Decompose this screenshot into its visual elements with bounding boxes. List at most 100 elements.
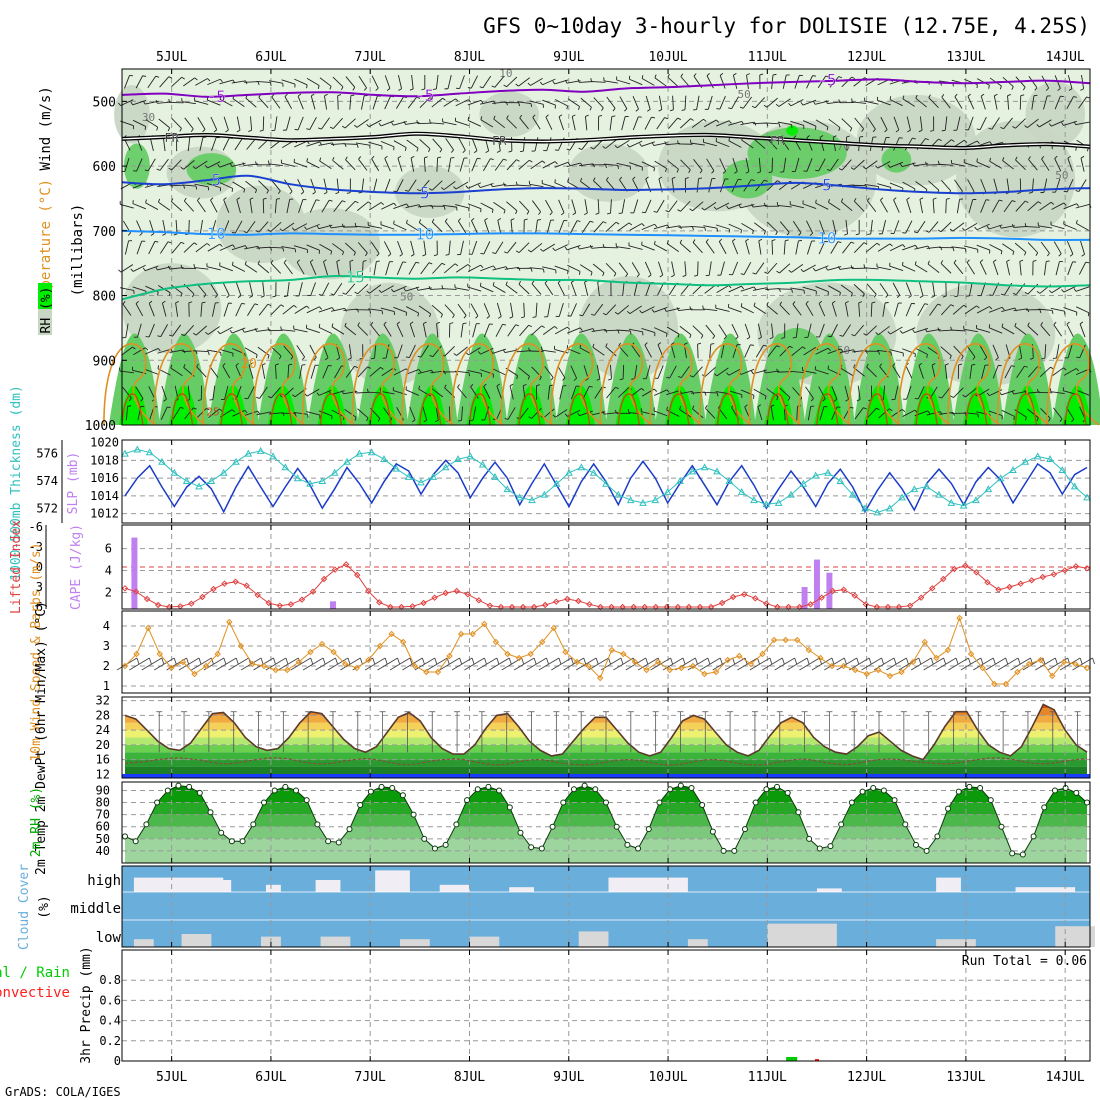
wind-barb: [1027, 242, 1039, 254]
wind-barb: [1038, 308, 1053, 311]
wind-barb: [245, 97, 257, 108]
x-axis-bottom-labels: 5JUL 6JUL 7JUL 8JUL 9JUL 10JUL 11JUL 12JUL 13JUL…: [156, 1070, 1085, 1085]
wind-barb: [347, 357, 352, 360]
y-tick-label: 0.2: [99, 1034, 121, 1048]
wind-barb: [309, 261, 317, 275]
wind-barb: [343, 143, 358, 145]
y-tick-label: 700: [93, 225, 116, 240]
data-point: [282, 783, 289, 790]
wind-barb: [304, 226, 307, 230]
wind-barb: [691, 226, 694, 231]
wind-barb: [506, 76, 518, 88]
y-tick-label: 1016: [90, 471, 119, 485]
data-point: [154, 601, 162, 609]
wind-barb: [960, 657, 982, 671]
wind-barb: [591, 328, 606, 333]
data-point: [330, 468, 339, 476]
wind-barb: [759, 73, 764, 76]
wind-barb: [461, 406, 463, 421]
wind-barb: [932, 282, 936, 297]
wind-barb: [284, 93, 288, 97]
wind-barb: [1073, 96, 1078, 98]
wind-barb: [406, 219, 408, 224]
wind-barb: [219, 161, 233, 168]
wind-barb: [969, 282, 973, 297]
wind-barb: [167, 241, 172, 244]
data-point: [404, 472, 413, 480]
wind-barb: [1079, 657, 1083, 665]
wind-barb: [484, 220, 490, 234]
wind-barb: [329, 126, 334, 129]
wind-barb: [232, 181, 245, 190]
wind-barb: [480, 285, 494, 293]
wind-barb: [940, 346, 952, 357]
data-point: [741, 826, 748, 833]
axis-label-part: RH (%): [39, 287, 54, 334]
data-point: [506, 804, 513, 811]
wind-barb: [1043, 261, 1047, 276]
wind-barb: [180, 166, 184, 170]
wind-barb: [323, 178, 328, 193]
wind-barb: [298, 282, 303, 296]
wind-barb: [329, 86, 332, 90]
y-tick-label: 1014: [90, 489, 119, 503]
wind-barb: [386, 88, 391, 91]
wind-barb: [566, 148, 571, 151]
wind-barb: [976, 128, 981, 131]
data-point: [276, 602, 284, 609]
wind-barb: [740, 286, 755, 292]
wind-barb: [899, 330, 903, 334]
data-point: [318, 477, 327, 484]
wind-barb: [830, 241, 839, 254]
thickness-markers: [121, 445, 1091, 516]
wind-barb: [133, 347, 146, 356]
wind-barb: [504, 418, 509, 420]
data-point: [709, 828, 716, 835]
isotherm-label: FR: [164, 131, 179, 145]
wind-barb: [667, 73, 670, 78]
wind-barb: [518, 280, 522, 285]
wind-barb: [915, 94, 918, 99]
wind-barb: [622, 282, 625, 297]
wind-barb: [739, 106, 744, 109]
wind-barb: [503, 158, 507, 161]
wind-barb: [558, 220, 565, 234]
temperature-band: [125, 759, 1087, 767]
wind-barb: [831, 657, 835, 665]
wind-barb: [806, 158, 813, 172]
wind-barb: [902, 181, 916, 190]
wind-barb: [605, 263, 617, 274]
wind-barb: [435, 74, 439, 89]
data-point: [164, 787, 171, 794]
wind-barb: [471, 137, 478, 151]
wind-barb: [590, 78, 593, 82]
wind-barb: [543, 268, 545, 273]
wind-barb: [433, 254, 438, 257]
wind-barb: [1011, 390, 1015, 395]
wind-barb: [431, 97, 443, 108]
data-point: [307, 648, 314, 656]
wind-barb: [324, 95, 328, 110]
data-point: [376, 599, 383, 606]
wind-barb: [621, 116, 626, 131]
data-point: [794, 636, 801, 644]
data-point: [962, 562, 969, 569]
y-tick-label: 800: [93, 290, 116, 305]
data-point: [807, 601, 814, 608]
wind-barb: [528, 324, 533, 328]
wind-barb: [497, 316, 502, 319]
wind-barb: [583, 657, 587, 665]
wind-barb: [306, 306, 320, 314]
wind-barb: [645, 657, 649, 665]
wind-barb: [167, 406, 171, 409]
wind-barb: [199, 219, 203, 234]
data-point: [515, 654, 523, 662]
data-point: [1014, 668, 1021, 676]
wind-barb: [665, 210, 669, 213]
wind-barb: [223, 220, 230, 234]
wind-barb: [653, 410, 668, 417]
wind-barb: [677, 209, 681, 212]
wind-barb: [1086, 96, 1091, 99]
wind-barb: [278, 657, 299, 671]
wind-barb: [794, 157, 800, 172]
